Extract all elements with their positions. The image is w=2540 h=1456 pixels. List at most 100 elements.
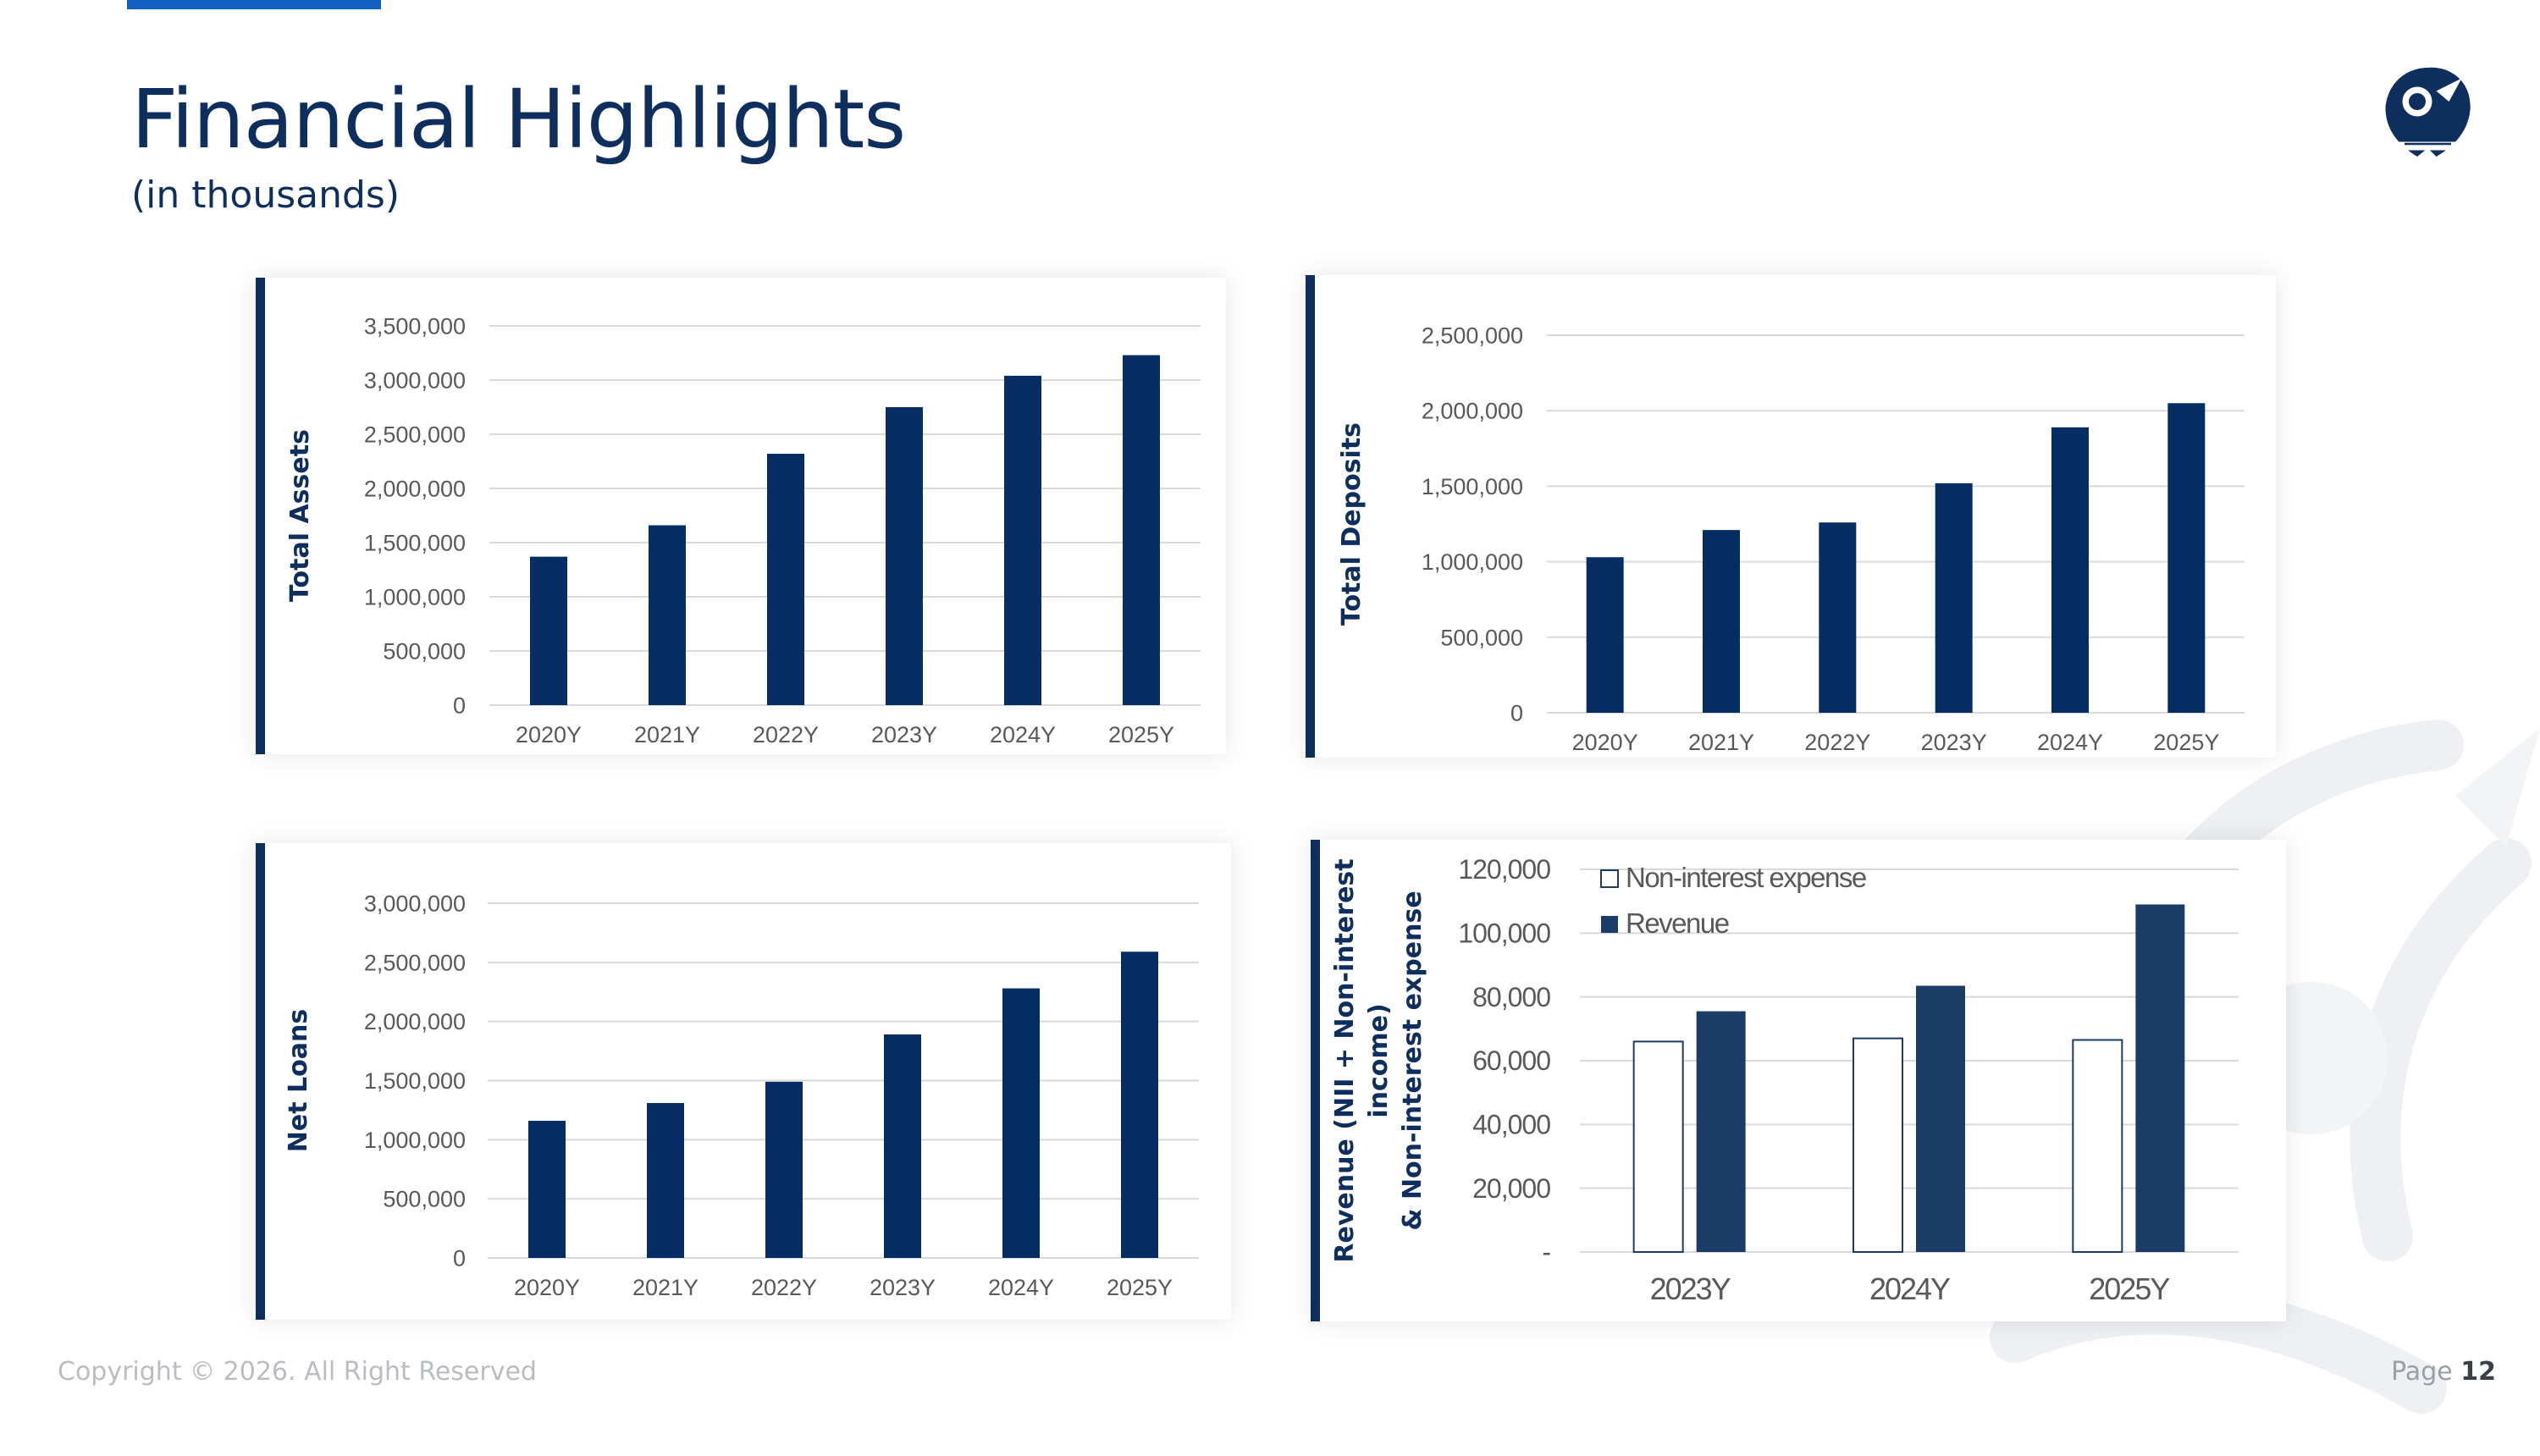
y-tick-label: 2,500,000: [364, 422, 466, 447]
bar-2024y: [1004, 375, 1041, 705]
bar-non-interest-expense-2025y: [2072, 1039, 2123, 1253]
y-tick-label: 120,000: [1458, 854, 1550, 885]
x-tick-label: 2023Y: [1650, 1271, 1731, 1306]
x-tick-label: 2021Y: [1688, 730, 1754, 755]
bar-2022y: [767, 454, 804, 705]
y-tick-label: 2,000,000: [364, 476, 466, 501]
y-axis-title: Net Loans: [284, 1009, 313, 1152]
bar-2021y: [647, 1103, 684, 1258]
y-tick-label: 80,000: [1472, 982, 1550, 1012]
footer-copyright: Copyright © 2026. All Right Reserved: [58, 1357, 537, 1387]
y-tick-label: 2,000,000: [364, 1009, 466, 1034]
card-accent-bar: [1306, 275, 1315, 758]
y-tick-label: 60,000: [1472, 1045, 1550, 1076]
y-axis-title: Total Deposits: [1337, 422, 1367, 626]
y-tick-label: 100,000: [1458, 918, 1550, 949]
bar-revenue-2025y: [2135, 904, 2185, 1252]
bar-2023y: [884, 1034, 921, 1258]
total-assets-chart: 0 500,000 1,000,000 1,500,000 2,000,000 2,500…: [285, 313, 1201, 747]
y-tick-label: 20,000: [1472, 1173, 1550, 1204]
footer-page-number: 12: [2460, 1357, 2496, 1387]
y-axis-title-line: & Non-interest expense: [1398, 891, 1427, 1230]
net-loans-card: 0 500,000 1,000,000 1,500,000 2,000,000 2,500…: [256, 843, 1231, 1320]
y-tick-label: 1,500,000: [364, 530, 466, 555]
y-axis-title-line: Revenue (NII + Non-interest: [1330, 858, 1360, 1262]
y-tick-label: 40,000: [1472, 1110, 1550, 1140]
bar-2023y: [1935, 483, 1973, 713]
bar-2024y: [1002, 988, 1040, 1258]
y-axis-title: Revenue (NII + Non-interest income) & Non-…: [1330, 858, 1427, 1262]
y-tick-label: -: [1542, 1237, 1550, 1267]
total-deposits-card: 0 500,000 1,000,000 1,500,000 2,000,000 2,500…: [1306, 275, 2276, 758]
y-tick-label: 500,000: [383, 1187, 466, 1212]
x-tick-label: 2022Y: [753, 722, 819, 747]
company-crest-icon: [2385, 67, 2471, 157]
x-tick-label: 2023Y: [1921, 730, 1987, 755]
legend-label-revenue: Revenue: [1626, 907, 1729, 939]
card-accent-bar: [1311, 840, 1320, 1321]
x-tick-label: 2024Y: [2037, 730, 2103, 755]
x-tick-label: 2024Y: [990, 722, 1056, 747]
y-tick-label: 1,000,000: [364, 1128, 466, 1153]
x-tick-label: 2021Y: [634, 722, 700, 747]
y-axis-title: Total Assets: [285, 429, 315, 602]
bar-2021y: [649, 525, 686, 705]
x-tick-label: 2024Y: [1869, 1271, 1951, 1306]
bar-2020y: [1586, 557, 1624, 713]
bar-2023y: [886, 407, 923, 705]
x-tick-label: 2020Y: [516, 722, 582, 747]
revenue-expense-chart: - 20,000 40,000 60,000 80,000 100,000 120,000 2…: [1330, 854, 2239, 1306]
bar-non-interest-expense-2024y: [1853, 1037, 1903, 1253]
y-tick-label: 2,000,000: [1422, 399, 1523, 424]
legend-swatch-non-interest-expense: [1600, 869, 1619, 888]
bar-2025y: [1123, 355, 1160, 705]
card-accent-bar: [256, 278, 265, 754]
footer-page-indicator: Page 12: [2391, 1357, 2496, 1387]
legend-swatch-revenue: [1601, 916, 1618, 933]
x-tick-label: 2020Y: [514, 1275, 580, 1300]
footer-page-label: Page: [2391, 1357, 2453, 1387]
x-tick-label: 2025Y: [2089, 1271, 2170, 1306]
net-loans-chart: 0 500,000 1,000,000 1,500,000 2,000,000 2,500…: [284, 891, 1199, 1300]
y-tick-label: 3,000,000: [364, 367, 466, 393]
page-subtitle: (in thousands): [131, 174, 400, 217]
total-deposits-chart: 0 500,000 1,000,000 1,500,000 2,000,000 2,500…: [1337, 323, 2245, 755]
bar-non-interest-expense-2023y: [1632, 1040, 1684, 1253]
x-tick-label: 2023Y: [870, 1275, 936, 1300]
bar-2024y: [2051, 427, 2089, 713]
bar-2025y: [2167, 403, 2206, 713]
bar-revenue-2024y: [1916, 985, 1965, 1252]
y-tick-label: 0: [1510, 700, 1523, 725]
y-tick-label: 2,500,000: [1422, 323, 1523, 348]
x-tick-label: 2020Y: [1572, 730, 1638, 755]
x-tick-label: 2025Y: [2153, 730, 2219, 755]
x-tick-label: 2022Y: [1804, 730, 1870, 755]
x-tick-label: 2023Y: [871, 722, 937, 747]
legend-label-non-interest-expense: Non-interest expense: [1626, 862, 1866, 893]
y-tick-label: 0: [453, 692, 466, 718]
revenue-expense-card: - 20,000 40,000 60,000 80,000 100,000 120,000 2…: [1311, 840, 2286, 1321]
bar-2020y: [528, 1120, 566, 1258]
y-tick-label: 1,500,000: [1422, 474, 1523, 499]
y-tick-label: 3,500,000: [364, 313, 466, 339]
y-tick-label: 3,000,000: [364, 891, 466, 916]
x-tick-label: 2021Y: [632, 1275, 698, 1300]
bar-2020y: [530, 556, 567, 705]
top-accent-bar: [127, 0, 381, 9]
y-axis-title-line: income): [1364, 1003, 1394, 1117]
y-tick-label: 0: [453, 1245, 466, 1271]
bar-2022y: [765, 1081, 803, 1258]
y-tick-label: 1,500,000: [364, 1068, 466, 1094]
y-tick-label: 500,000: [383, 638, 466, 664]
y-tick-label: 1,000,000: [364, 584, 466, 609]
page-title: Financial Highlights: [131, 72, 906, 167]
bar-2021y: [1703, 530, 1740, 713]
x-tick-label: 2025Y: [1108, 722, 1174, 747]
y-tick-label: 1,000,000: [1422, 549, 1523, 575]
y-tick-label: 500,000: [1440, 625, 1523, 650]
total-assets-card: 0 500,000 1,000,000 1,500,000 2,000,000 2,500…: [256, 278, 1226, 754]
bar-2022y: [1819, 522, 1857, 713]
y-tick-label: 2,500,000: [364, 950, 466, 975]
bar-revenue-2023y: [1696, 1011, 1746, 1252]
card-accent-bar: [256, 843, 265, 1320]
